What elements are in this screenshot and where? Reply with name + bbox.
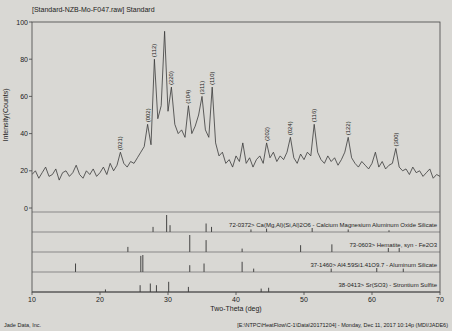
y-tick-label: 40 — [20, 130, 28, 137]
x-tick — [168, 292, 169, 295]
y-tick — [29, 133, 32, 134]
y-tick-label: 20 — [20, 167, 28, 174]
reference-stick — [312, 228, 313, 232]
reference-stick — [331, 269, 332, 272]
background — [0, 0, 452, 331]
peak-label: (021) — [117, 136, 123, 150]
y-tick-label: 100 — [16, 19, 28, 26]
reference-stick — [253, 269, 254, 272]
peak-label: (300) — [393, 132, 399, 146]
y-axis-title: Intensity(Counts) — [2, 89, 10, 142]
footer-right: [E:\NTPC\HeatFlow\C-1\Data\20171204] - M… — [237, 322, 448, 328]
label-patch — [228, 222, 439, 228]
peak-label: (110) — [209, 72, 215, 86]
reference-stick — [189, 265, 190, 272]
reference-stick — [168, 282, 169, 292]
y-tick — [29, 170, 32, 171]
peak-label: (024) — [287, 121, 293, 135]
reference-stick — [166, 215, 167, 232]
label-patch — [309, 262, 438, 268]
reference-stick — [189, 235, 190, 252]
reference-stick — [250, 229, 251, 232]
reference-stick — [170, 225, 171, 232]
reference-stick — [242, 249, 243, 252]
reference-label: 73-0603> Hematite, syn - Fe2O3 — [349, 242, 437, 248]
plot-group — [32, 31, 440, 180]
reference-stick — [188, 287, 189, 292]
x-tick — [304, 292, 305, 295]
reference-stick — [261, 289, 262, 292]
x-tick-label: 30 — [164, 296, 172, 303]
x-axis-title: Two-Theta (deg) — [210, 305, 261, 313]
reference-panel — [105, 282, 268, 292]
x-tick-label: 20 — [96, 296, 104, 303]
peak-label: (116) — [311, 109, 317, 123]
x-tick-label: 10 — [28, 296, 36, 303]
x-tick-label: 40 — [232, 296, 240, 303]
reference-stick — [206, 240, 207, 252]
footer-left: Jade Data, Inc. — [4, 322, 41, 328]
panel-divider — [32, 252, 440, 253]
reference-stick — [140, 256, 141, 272]
reference-stick — [403, 269, 404, 272]
label-patch — [348, 242, 438, 248]
peak-label: (311) — [199, 81, 205, 95]
reference-stick — [127, 247, 128, 252]
reference-stick — [266, 229, 267, 232]
peak-label: (112) — [151, 44, 157, 58]
x-tick — [236, 292, 237, 295]
x-tick-label: 50 — [300, 296, 308, 303]
reference-stick — [242, 262, 243, 272]
reference-stick — [300, 245, 301, 252]
panel-divider — [32, 232, 440, 233]
y-tick-label: 0 — [24, 205, 28, 212]
peak-label: (104) — [185, 90, 191, 104]
y-tick-label: 80 — [20, 56, 28, 63]
x-tick — [100, 292, 101, 295]
chart: [Standard-NZB-Mo-F047.raw] Standard 0 20 40… — [0, 0, 452, 331]
x-tick — [440, 292, 441, 295]
y-tick — [29, 96, 32, 97]
reference-stick — [150, 284, 151, 293]
reference-stick — [142, 255, 143, 272]
x-tick — [372, 292, 373, 295]
y-tick-label: 60 — [20, 93, 28, 100]
peak-label: (202) — [264, 127, 270, 141]
y-tick — [29, 22, 32, 23]
plot-frame — [32, 22, 440, 292]
reference-stick — [206, 224, 207, 233]
reference-stick — [211, 227, 212, 232]
pattern-line — [32, 31, 440, 180]
reference-label: 72-0372> Ca(Mg,Al)(Si,Al)2O6 - Calcium M… — [229, 222, 438, 228]
y-tick — [29, 59, 32, 60]
reference-stick — [140, 285, 141, 292]
reference-stick — [75, 264, 76, 273]
panel-divider — [32, 272, 440, 273]
y-tick — [29, 208, 32, 209]
title: [Standard-NZB-Mo-F047.raw] Standard — [32, 6, 155, 14]
reference-label: 38-0413> Sr(SO3) - Strontium Sulfite — [338, 282, 437, 288]
reference-label: 37-1460> Al4.59Si1.41O9.7 - Aluminum Sil… — [310, 262, 437, 268]
reference-stick — [348, 229, 349, 232]
x-tick-label: 70 — [436, 296, 444, 303]
x-tick — [32, 292, 33, 295]
peak-label: (002) — [145, 108, 151, 122]
reference-stick — [268, 288, 269, 292]
peak-label: (122) — [345, 121, 351, 135]
peak-label: (220) — [168, 71, 174, 85]
reference-stick — [204, 264, 205, 273]
panel-divider — [32, 212, 440, 213]
reference-stick — [156, 285, 157, 292]
label-patch — [337, 282, 438, 288]
x-tick-label: 60 — [368, 296, 376, 303]
reference-stick — [153, 227, 154, 232]
reference-stick — [331, 244, 332, 252]
